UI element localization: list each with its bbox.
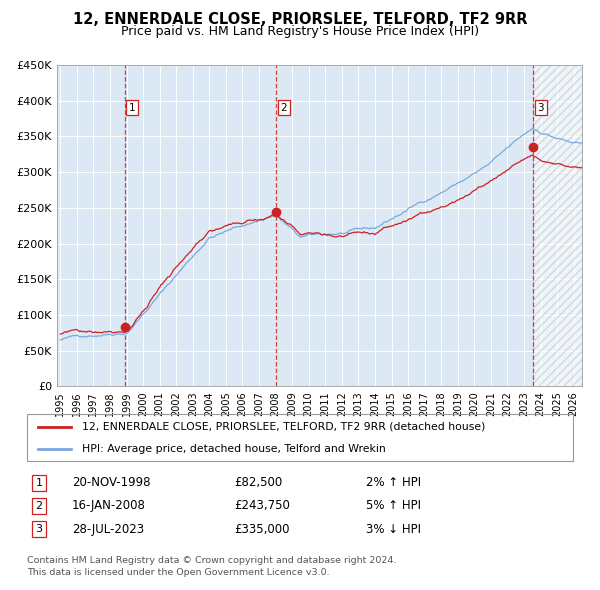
Text: HPI: Average price, detached house, Telford and Wrekin: HPI: Average price, detached house, Telf… bbox=[82, 444, 385, 454]
Text: 28-JUL-2023: 28-JUL-2023 bbox=[72, 523, 144, 536]
Text: 2: 2 bbox=[35, 501, 43, 510]
Text: 3: 3 bbox=[538, 103, 544, 113]
Text: Contains HM Land Registry data © Crown copyright and database right 2024.
This d: Contains HM Land Registry data © Crown c… bbox=[27, 556, 397, 576]
Text: 12, ENNERDALE CLOSE, PRIORSLEE, TELFORD, TF2 9RR: 12, ENNERDALE CLOSE, PRIORSLEE, TELFORD,… bbox=[73, 12, 527, 27]
Text: 2: 2 bbox=[280, 103, 287, 113]
Text: £243,750: £243,750 bbox=[234, 499, 290, 512]
Text: £335,000: £335,000 bbox=[234, 523, 290, 536]
Text: £82,500: £82,500 bbox=[234, 476, 282, 489]
Text: 5% ↑ HPI: 5% ↑ HPI bbox=[366, 499, 421, 512]
Text: 16-JAN-2008: 16-JAN-2008 bbox=[72, 499, 146, 512]
Text: 20-NOV-1998: 20-NOV-1998 bbox=[72, 476, 151, 489]
Text: 3% ↓ HPI: 3% ↓ HPI bbox=[366, 523, 421, 536]
Text: 2% ↑ HPI: 2% ↑ HPI bbox=[366, 476, 421, 489]
Text: Price paid vs. HM Land Registry's House Price Index (HPI): Price paid vs. HM Land Registry's House … bbox=[121, 25, 479, 38]
Text: 1: 1 bbox=[35, 478, 43, 487]
Text: 3: 3 bbox=[35, 525, 43, 534]
Text: 12, ENNERDALE CLOSE, PRIORSLEE, TELFORD, TF2 9RR (detached house): 12, ENNERDALE CLOSE, PRIORSLEE, TELFORD,… bbox=[82, 422, 485, 432]
Bar bbox=[533, 65, 584, 386]
Text: 1: 1 bbox=[129, 103, 136, 113]
